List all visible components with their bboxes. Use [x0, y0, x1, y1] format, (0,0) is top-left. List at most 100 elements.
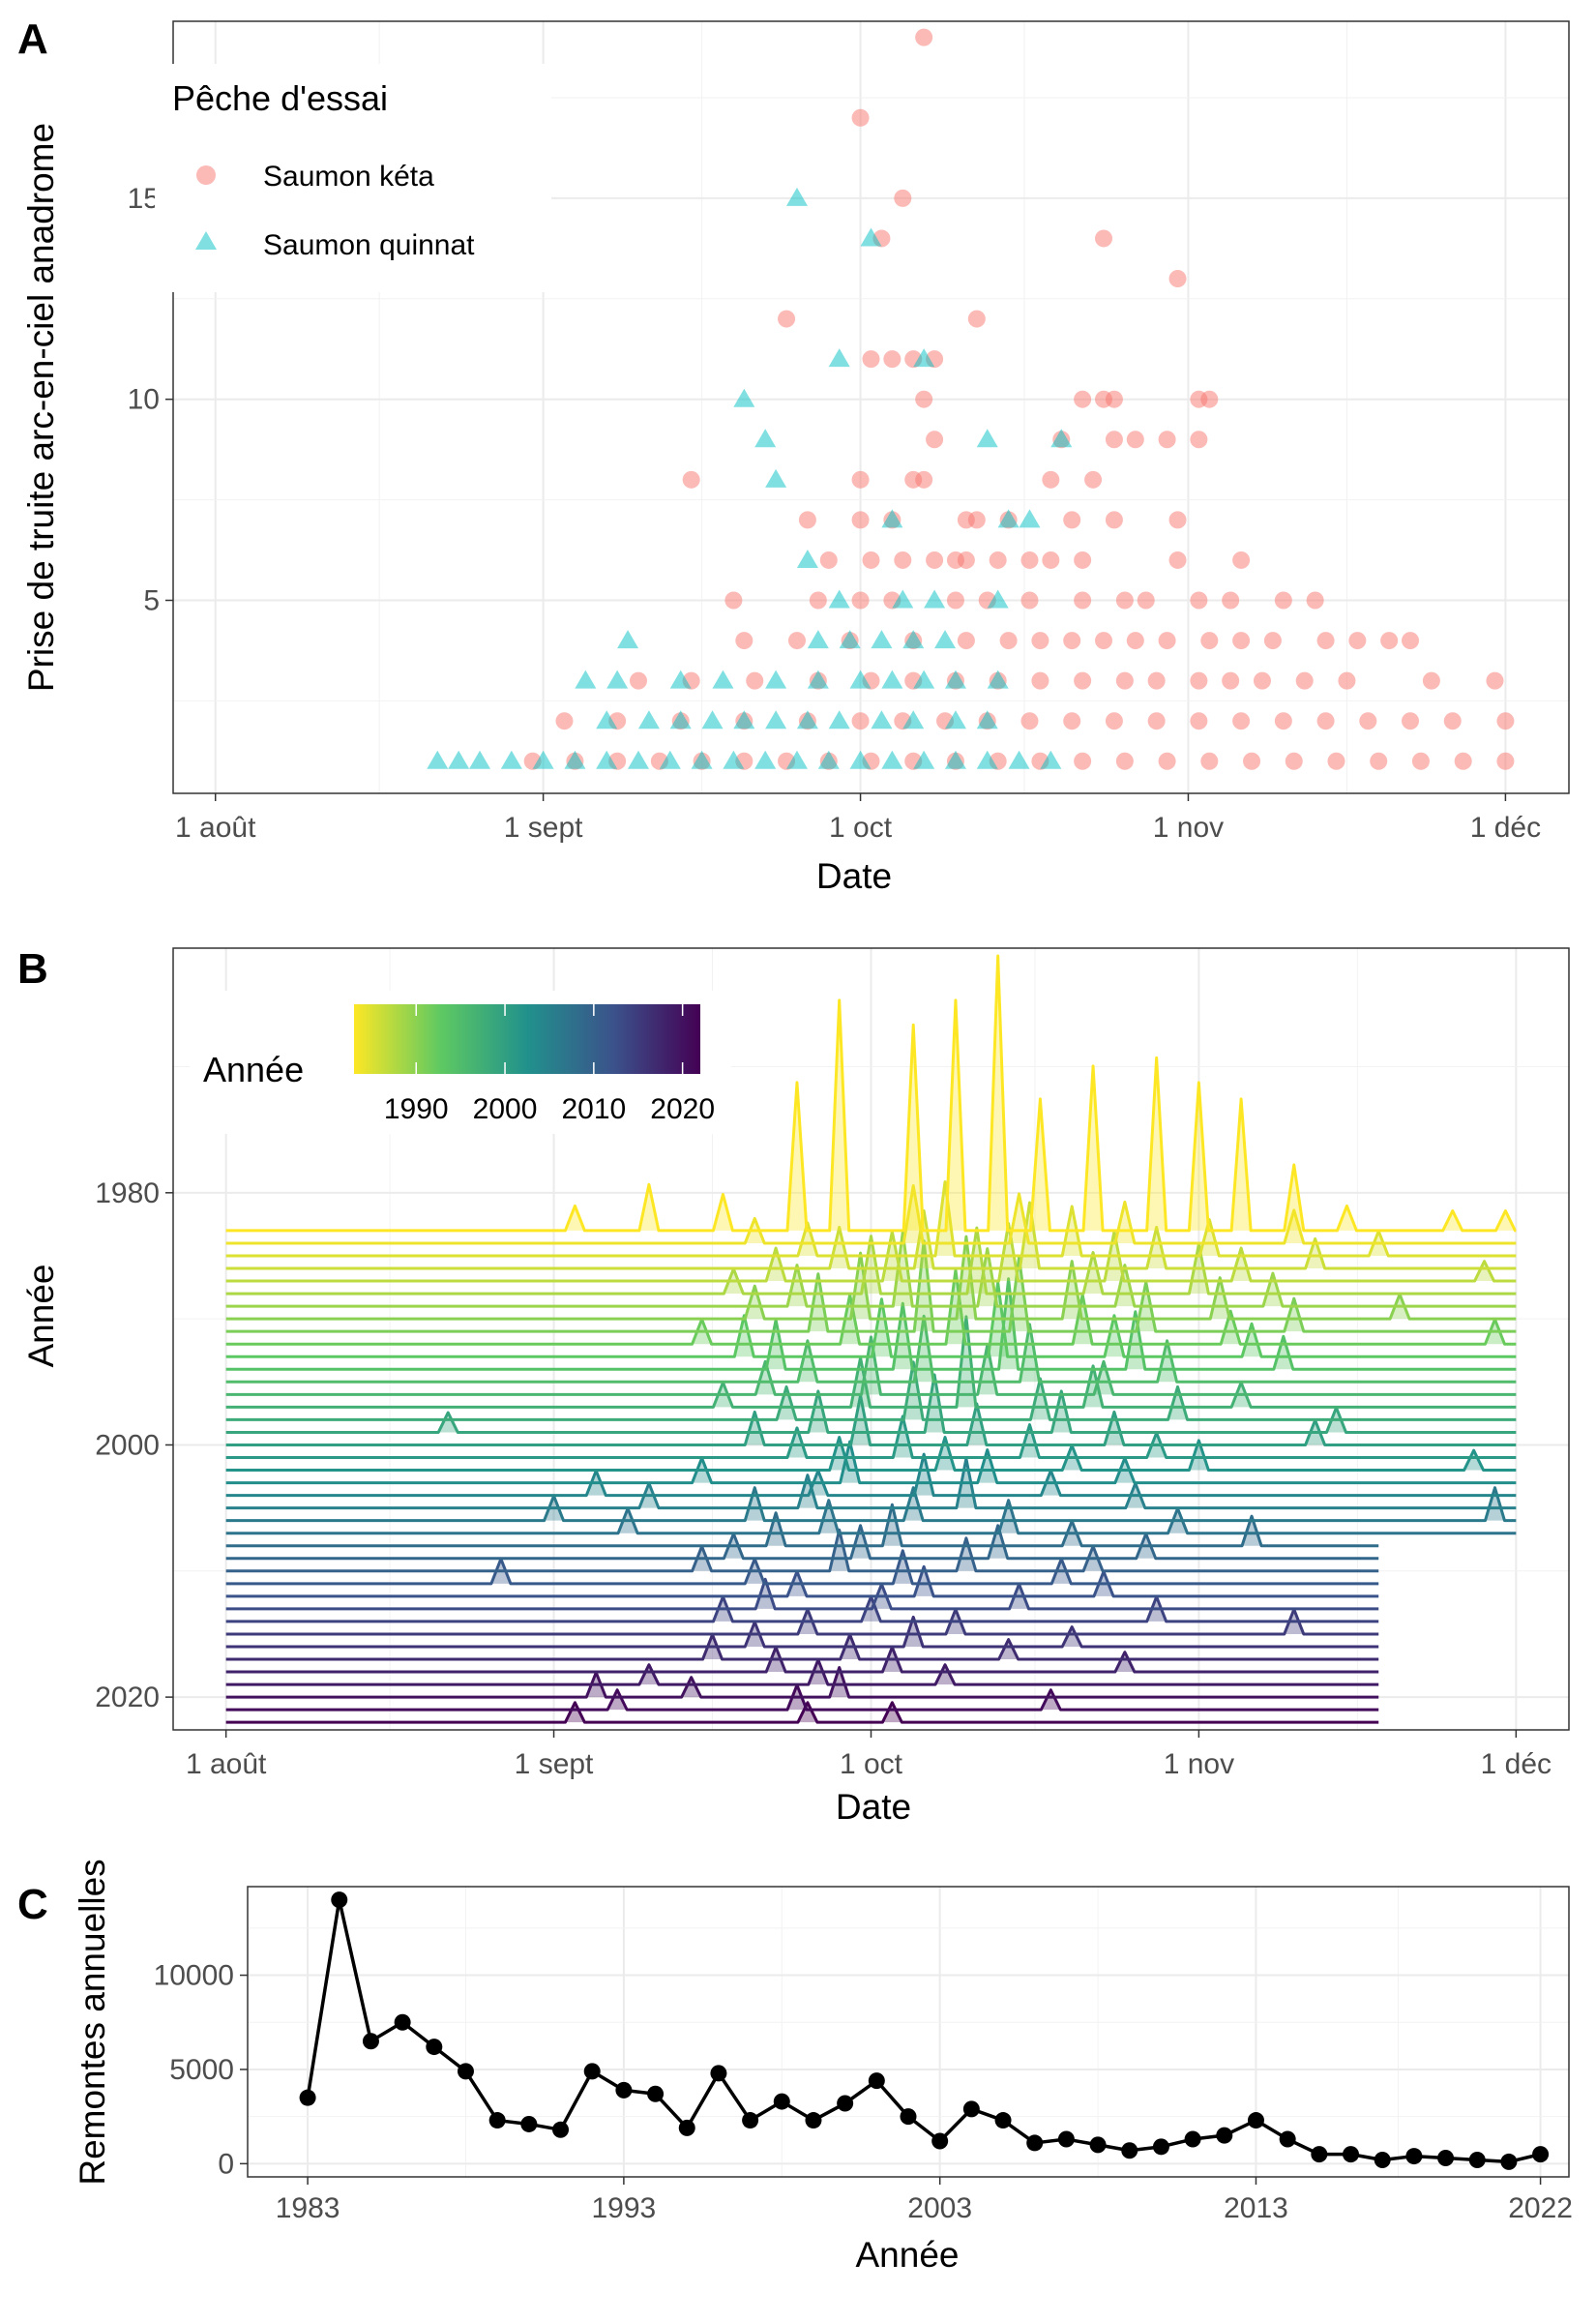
point-saumon-keta: [1316, 712, 1335, 730]
annual-returns-point: [1121, 2142, 1138, 2159]
point-saumon-keta: [1042, 551, 1060, 569]
x-tick-label: 1993: [592, 2192, 657, 2224]
annual-returns-point: [931, 2132, 949, 2150]
annual-returns-point: [1057, 2130, 1075, 2148]
panel-a-y-axis-title: Prise de truite arc-en-ciel anadrome: [21, 123, 61, 692]
ridge-line-2010: [225, 1528, 1379, 1573]
annual-returns-point: [1026, 2134, 1044, 2152]
y-tick-label: 10: [128, 384, 160, 416]
point-saumon-keta: [1105, 431, 1123, 449]
panel-b-label: B: [17, 945, 48, 993]
annual-returns-point: [1311, 2146, 1328, 2163]
annual-returns-point: [552, 2121, 570, 2138]
colorbar-tick-label: 2010: [561, 1093, 626, 1125]
y-tick-label: 10000: [154, 1960, 234, 1992]
annual-returns-point: [394, 2013, 411, 2031]
point-saumon-keta: [1020, 551, 1039, 569]
point-saumon-keta: [1115, 591, 1134, 610]
ridge-fill-2002: [225, 1437, 1517, 1471]
point-saumon-quinnat: [669, 670, 692, 689]
point-saumon-quinnat: [924, 589, 946, 609]
x-tick-label: 1 août: [175, 812, 256, 844]
annual-returns-point: [962, 2100, 980, 2118]
point-saumon-keta: [1486, 671, 1504, 690]
y-tick-label: 5000: [169, 2054, 234, 2086]
ridge-fill-2022: [225, 1702, 1379, 1723]
point-saumon-quinnat: [976, 710, 998, 729]
annual-returns-point: [299, 2089, 316, 2106]
point-saumon-keta: [1232, 712, 1251, 730]
annual-returns-point: [647, 2085, 665, 2102]
annual-returns-point: [1374, 2151, 1391, 2168]
panel-a-x-axis-title: Date: [816, 856, 892, 896]
point-saumon-keta: [1074, 390, 1092, 408]
point-saumon-quinnat: [733, 388, 755, 407]
ridge-line-2005: [225, 1457, 1517, 1510]
annual-returns-point: [362, 2033, 379, 2050]
ridge-line-1997: [225, 1315, 1517, 1409]
point-saumon-quinnat: [765, 710, 787, 729]
point-saumon-keta: [894, 551, 912, 569]
panel-c-y-axis-title: Remontes annuelles: [73, 1859, 112, 2185]
point-saumon-quinnat: [881, 509, 903, 528]
annual-returns-line: [306, 1897, 1541, 2164]
x-tick-label: 1 nov: [1153, 812, 1224, 844]
annual-returns-point: [1343, 2146, 1360, 2163]
x-tick-label: 1 nov: [1164, 1748, 1234, 1780]
ridge-fill-2010: [225, 1530, 1379, 1571]
annual-returns-point: [583, 2063, 601, 2080]
point-saumon-quinnat: [807, 630, 829, 649]
ridge-fill-2012: [225, 1566, 1379, 1596]
point-saumon-keta: [1232, 632, 1251, 650]
point-saumon-keta: [1147, 712, 1166, 730]
point-saumon-keta: [1222, 671, 1240, 690]
point-saumon-keta: [1338, 671, 1356, 690]
point-saumon-quinnat: [987, 589, 1009, 609]
ridge-line-1991: [225, 1239, 1517, 1333]
annual-returns-point: [331, 1891, 348, 1909]
x-tick-label: 1 oct: [829, 812, 893, 844]
legend-triangle-marker: [195, 231, 217, 250]
point-saumon-quinnat: [628, 750, 649, 769]
point-saumon-quinnat: [617, 630, 639, 649]
panel-c-line-series: [299, 1891, 1550, 2170]
x-tick-label: 2003: [907, 2192, 972, 2224]
point-saumon-keta: [1115, 752, 1134, 770]
point-saumon-keta: [1496, 712, 1515, 730]
point-saumon-keta: [1411, 752, 1430, 770]
panel-a-label: A: [17, 15, 48, 63]
point-saumon-keta: [1074, 591, 1092, 610]
point-saumon-keta: [1295, 671, 1314, 690]
x-tick-label: 1983: [276, 2192, 340, 2224]
point-saumon-quinnat: [765, 670, 787, 689]
point-saumon-keta: [915, 390, 933, 408]
point-saumon-keta: [1190, 671, 1208, 690]
annual-returns-point: [426, 2039, 443, 2056]
panel-a-legend-entry-quinnat: Saumon quinnat: [263, 229, 475, 261]
panel-a-border: [172, 20, 1570, 794]
point-saumon-quinnat: [934, 630, 957, 649]
panel-a-legend-box: [155, 64, 551, 292]
annual-returns-point: [488, 2112, 506, 2129]
annual-returns-point: [994, 2112, 1012, 2129]
point-saumon-quinnat: [860, 227, 882, 247]
point-saumon-keta: [778, 310, 796, 328]
point-saumon-keta: [1084, 470, 1103, 489]
point-saumon-keta: [1126, 632, 1144, 650]
y-tick-label: 0: [218, 2148, 234, 2180]
panel-c-y-axis: 0 5000 10000: [154, 1960, 248, 2180]
point-saumon-quinnat: [944, 750, 966, 769]
point-saumon-keta: [1126, 431, 1144, 449]
point-saumon-keta: [809, 591, 827, 610]
point-saumon-quinnat: [606, 670, 629, 689]
point-saumon-quinnat: [500, 750, 522, 769]
point-saumon-keta: [746, 671, 764, 690]
point-saumon-keta: [1359, 712, 1377, 730]
point-saumon-quinnat: [733, 710, 755, 729]
y-tick-label: 2000: [95, 1429, 160, 1461]
point-saumon-quinnat: [871, 630, 893, 649]
point-saumon-keta: [1137, 591, 1155, 610]
point-saumon-keta: [851, 591, 870, 610]
point-saumon-keta: [1422, 671, 1440, 690]
ridge-line-2011: [225, 1549, 1379, 1586]
